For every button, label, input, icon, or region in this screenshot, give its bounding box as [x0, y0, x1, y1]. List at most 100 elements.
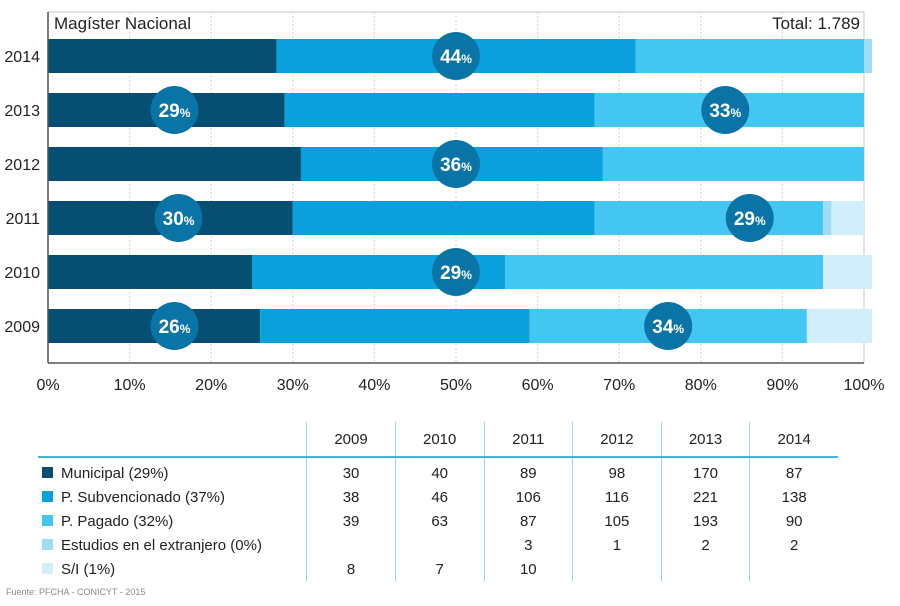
bar-segment [635, 39, 864, 73]
data-table: 2009 2010 2011 2012 2013 2014 Municipal (29%)… [38, 422, 838, 581]
bars [48, 39, 873, 343]
bar-segment [48, 147, 301, 181]
x-tick-label: 30% [277, 377, 309, 394]
annotation-circle [150, 302, 199, 350]
table-cell: 90 [749, 509, 838, 533]
chart-title: Magíster Nacional [54, 14, 191, 33]
table-cell: 138 [749, 485, 838, 509]
source-note: Fuente: PFCHA - CONICYT - 2015 [6, 587, 146, 597]
legend-swatch [42, 467, 53, 479]
bar-segment [48, 39, 277, 73]
axes: 0% 10% 20% 30% 40% 50% 60% 70% 80% 90% 100% 2014 201… [4, 12, 884, 394]
legend-label: S/I (1%) [61, 560, 116, 578]
table-year-header: 2011 [483, 422, 573, 458]
table-cell: 193 [660, 509, 750, 533]
table-cell [572, 557, 662, 581]
legend-label: P. Subvencionado (37%) [61, 488, 226, 506]
y-tick-label: 2014 [4, 49, 40, 66]
table-row: S/I (1%) 8 7 10 [38, 557, 838, 581]
table-cell: 8 [306, 557, 396, 581]
bar-segment [260, 309, 530, 343]
x-tick-label: 10% [114, 377, 146, 394]
table-cell: 221 [660, 485, 750, 509]
annotation-label: 26% [159, 317, 191, 338]
table-cell: 89 [483, 457, 573, 485]
table-cell: 98 [572, 457, 662, 485]
table-row: Municipal (29%) 30 40 89 98 170 87 [38, 457, 838, 485]
table-cell: 10 [483, 557, 573, 581]
table-cell [749, 557, 838, 581]
annotation-label: 36% [440, 155, 472, 176]
table-cell: 39 [306, 509, 396, 533]
x-tick-label: 70% [603, 377, 635, 394]
annotation-circle [150, 86, 199, 134]
bar-segment [823, 255, 873, 289]
bar-segment [504, 255, 824, 289]
annotations: 44% 29% 33% 36% 30% 29% 29% 26% 34% [150, 32, 774, 350]
table-cell: 2 [660, 533, 750, 557]
annotation-circle [644, 302, 693, 350]
row-label: Estudios en el extranjero (0%) [38, 533, 307, 557]
table-cell: 106 [483, 485, 573, 509]
annotation-circle [432, 248, 480, 296]
table-row: P. Subvencionado (37%) 38 46 106 116 221 138 [38, 485, 838, 509]
x-tick-label: 0% [36, 377, 59, 394]
annotation-label: 30% [163, 209, 195, 230]
table-row: Estudios en el extranjero (0%) 3 1 2 2 [38, 533, 838, 557]
row-label: P. Subvencionado (37%) [38, 485, 307, 509]
bar-segment [292, 201, 595, 235]
table-cell: 170 [660, 457, 750, 485]
y-tick-label: 2013 [4, 103, 40, 120]
legend-swatch [42, 539, 53, 551]
table-cell [660, 557, 750, 581]
table-cell: 46 [394, 485, 484, 509]
annotation-circle [725, 194, 774, 242]
total-label: Total: 1.789 [772, 14, 860, 33]
row-label: S/I (1%) [38, 557, 307, 581]
table-year-header: 2009 [306, 422, 396, 458]
annotation-label: 29% [440, 263, 472, 284]
bar-segment [806, 309, 873, 343]
table-cell [394, 533, 484, 557]
x-tick-label: 20% [195, 377, 227, 394]
bar-segment [594, 201, 824, 235]
legend-label: Municipal (29%) [61, 464, 169, 482]
table-cell: 116 [572, 485, 662, 509]
annotation-label: 44% [440, 47, 472, 68]
x-tick-label: 80% [685, 377, 717, 394]
table-cell: 7 [394, 557, 484, 581]
legend-swatch [42, 563, 53, 575]
annotation-label: 29% [159, 101, 191, 122]
bar-segment [864, 39, 873, 73]
table-cell: 1 [572, 533, 662, 557]
table-body: Municipal (29%) 30 40 89 98 170 87 P. Subvencio… [38, 457, 838, 581]
legend-swatch [42, 491, 53, 503]
bar-segment [284, 93, 595, 127]
x-tick-label: 60% [522, 377, 554, 394]
table-cell: 105 [572, 509, 662, 533]
table-header-row: 2009 2010 2011 2012 2013 2014 [38, 422, 838, 458]
annotation-circle [154, 194, 203, 242]
annotation-circle [432, 32, 480, 80]
bar-segment [831, 201, 864, 235]
table-cell: 87 [483, 509, 573, 533]
table-cell: 87 [749, 457, 838, 485]
bar-segment [602, 147, 864, 181]
annotation-label: 34% [652, 317, 684, 338]
y-tick-label: 2009 [4, 319, 40, 336]
x-tick-label: 40% [358, 377, 390, 394]
table-row: P. Pagado (32%) 39 63 87 105 193 90 [38, 509, 838, 533]
stacked-bar-chart: 44%29% 33%36%30% 29%29%26% 34% 0% 10% 20% 30% 4… [4, 11, 884, 394]
x-tick-label: 100% [844, 377, 885, 394]
table-cell: 38 [306, 485, 396, 509]
legend-label: P. Pagado (32%) [61, 512, 174, 530]
table-cell: 3 [483, 533, 573, 557]
bar-segment [823, 201, 832, 235]
legend-swatch [42, 515, 53, 527]
y-tick-label: 2011 [6, 211, 41, 228]
table-year-header: 2012 [572, 422, 662, 458]
grid-lines [47, 11, 865, 363]
table-cell: 2 [749, 533, 838, 557]
table-year-header: 2013 [660, 422, 750, 458]
table-cell: 30 [306, 457, 396, 485]
